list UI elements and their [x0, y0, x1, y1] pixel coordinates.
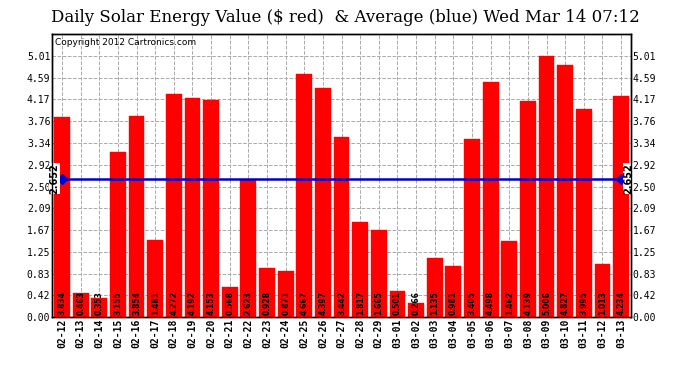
Text: 0.463: 0.463: [76, 291, 85, 315]
Bar: [297, 74, 312, 317]
Text: 3.834: 3.834: [57, 291, 66, 315]
Bar: [483, 82, 499, 317]
Bar: [184, 98, 200, 317]
Text: 1.817: 1.817: [355, 291, 365, 315]
Text: 3.155: 3.155: [113, 292, 122, 315]
Bar: [502, 241, 518, 317]
Bar: [520, 101, 536, 317]
Text: 2.652: 2.652: [50, 163, 59, 194]
Bar: [315, 88, 331, 317]
Text: 1.665: 1.665: [374, 291, 384, 315]
Bar: [446, 266, 462, 317]
Bar: [203, 100, 219, 317]
Text: Copyright 2012 Cartronics.com: Copyright 2012 Cartronics.com: [55, 38, 196, 47]
Text: 3.995: 3.995: [580, 291, 589, 315]
Text: 4.153: 4.153: [206, 291, 215, 315]
Text: 4.234: 4.234: [617, 291, 626, 315]
Text: 4.498: 4.498: [486, 291, 495, 315]
Bar: [72, 293, 88, 317]
Text: 3.405: 3.405: [468, 291, 477, 315]
Text: 4.827: 4.827: [561, 291, 570, 315]
Bar: [91, 298, 107, 317]
Bar: [128, 116, 144, 317]
Bar: [576, 109, 592, 317]
Text: 4.667: 4.667: [299, 291, 309, 315]
Bar: [427, 258, 443, 317]
Text: 1.135: 1.135: [431, 291, 440, 315]
Bar: [334, 137, 349, 317]
Text: 2.623: 2.623: [244, 291, 253, 315]
Bar: [147, 240, 163, 317]
Text: 0.871: 0.871: [281, 291, 290, 315]
Bar: [408, 303, 424, 317]
Text: 0.266: 0.266: [412, 291, 421, 315]
Bar: [54, 117, 70, 317]
Bar: [240, 180, 256, 317]
Bar: [558, 65, 573, 317]
Text: 1.481: 1.481: [150, 291, 159, 315]
Text: 5.006: 5.006: [542, 291, 551, 315]
Bar: [539, 56, 555, 317]
Text: 4.397: 4.397: [318, 291, 328, 315]
Bar: [277, 272, 293, 317]
Text: 2.652: 2.652: [624, 163, 633, 194]
Text: 3.442: 3.442: [337, 291, 346, 315]
Text: 4.192: 4.192: [188, 291, 197, 315]
Bar: [390, 291, 406, 317]
Text: 3.854: 3.854: [132, 291, 141, 315]
Text: 4.272: 4.272: [169, 291, 178, 315]
Bar: [613, 96, 629, 317]
Bar: [353, 222, 368, 317]
Text: 4.139: 4.139: [524, 291, 533, 315]
Bar: [110, 152, 126, 317]
Text: 0.928: 0.928: [262, 291, 271, 315]
Text: 1.462: 1.462: [505, 291, 514, 315]
Bar: [371, 230, 386, 317]
Text: 0.501: 0.501: [393, 291, 402, 315]
Bar: [259, 268, 275, 317]
Text: Daily Solar Energy Value ($ red)  & Average (blue) Wed Mar 14 07:12: Daily Solar Energy Value ($ red) & Avera…: [50, 9, 640, 26]
Text: 0.353: 0.353: [95, 291, 103, 315]
Text: 0.981: 0.981: [449, 291, 458, 315]
Bar: [221, 287, 237, 317]
Bar: [464, 140, 480, 317]
Bar: [595, 264, 611, 317]
Bar: [166, 94, 181, 317]
Text: 1.013: 1.013: [598, 291, 607, 315]
Text: 0.568: 0.568: [225, 291, 234, 315]
